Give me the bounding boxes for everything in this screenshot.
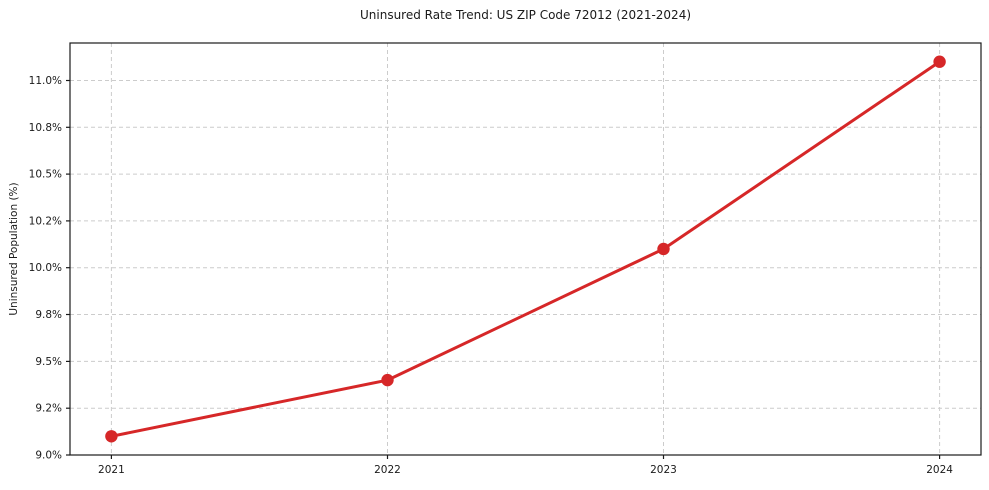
data-point-marker <box>657 242 670 256</box>
y-tick-label: 9.0% <box>35 450 62 462</box>
x-tick-label: 2021 <box>98 464 125 476</box>
y-tick-label: 9.8% <box>35 309 62 321</box>
y-tick-label: 11.0% <box>29 75 62 87</box>
data-point-marker <box>381 373 394 387</box>
y-tick-label: 10.8% <box>29 122 62 134</box>
y-tick-label: 10.2% <box>29 215 62 227</box>
trend-line <box>109 60 942 438</box>
data-point-marker <box>105 430 118 443</box>
y-tick-label: 9.2% <box>35 403 62 415</box>
axes-box <box>69 42 982 456</box>
x-tick-label: 2023 <box>650 464 677 476</box>
y-tick-label: 9.5% <box>35 356 62 368</box>
x-tick-label: 2024 <box>926 464 953 476</box>
y-tick-label: 10.5% <box>29 169 62 181</box>
data-point-marker <box>933 55 946 68</box>
x-tick-label: 2022 <box>374 464 401 476</box>
chart-title: Uninsured Rate Trend: US ZIP Code 72012 … <box>359 8 692 22</box>
y-tick-label: 10.0% <box>29 262 62 274</box>
